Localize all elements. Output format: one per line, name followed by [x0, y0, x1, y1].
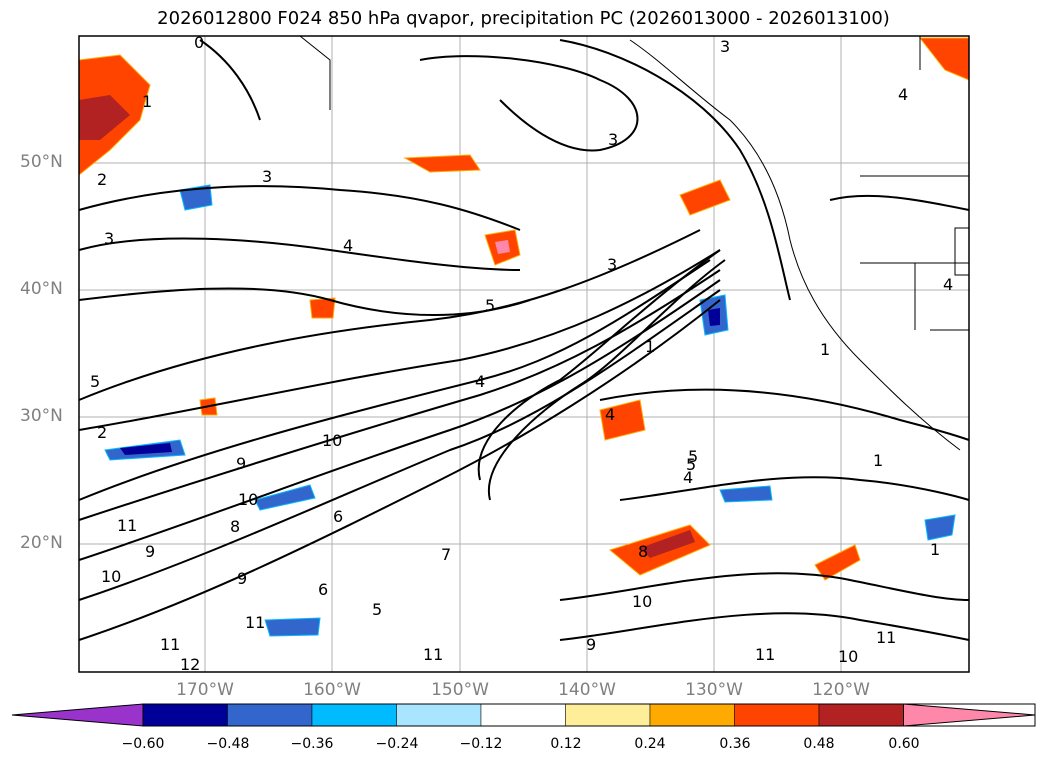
precip-neg-e — [264, 617, 321, 637]
contour-label: 11 — [876, 628, 896, 647]
contour-label: 5 — [688, 447, 698, 466]
contour-label: 10 — [632, 592, 652, 611]
precip-patch-e-core — [640, 530, 695, 558]
contour-label: 9 — [236, 454, 246, 473]
colorbar-tick: 0.60 — [888, 736, 920, 752]
lat-label-30n: 30°N — [20, 406, 63, 426]
lon-label-120w: 120°W — [812, 680, 870, 700]
colorbar-tick: −0.24 — [375, 736, 419, 752]
contour-label: 7 — [441, 545, 451, 564]
contour-label: 9 — [145, 542, 155, 561]
contour-label: 8 — [230, 517, 240, 536]
precip-patch-d — [599, 399, 646, 441]
contour-label: 11 — [160, 635, 180, 654]
contour-label: 2 — [97, 423, 107, 442]
colorbar-segment — [734, 703, 820, 727]
contour-label: 11 — [245, 613, 265, 632]
colorbar-outline — [142, 703, 1036, 727]
colorbar-tick: −0.60 — [121, 736, 165, 752]
lat-label-40n: 40°N — [20, 279, 63, 299]
lon-label-170w: 170°W — [176, 680, 234, 700]
lon-label-150w: 150°W — [431, 680, 489, 700]
contour-labels: 0 1 2 3 3 3 4 4 5 5 5 4 2 10 9 10 11 11 … — [90, 33, 953, 674]
contour-label: 10 — [101, 567, 121, 586]
contour-label: 10 — [838, 647, 858, 666]
contour-label: 6 — [333, 507, 343, 526]
contour-label: 5 — [90, 372, 100, 391]
contour-label: 2 — [97, 170, 107, 189]
lon-label-130w: 130°W — [685, 680, 743, 700]
contour-label: 11 — [117, 516, 137, 535]
contour-label: 3 — [262, 167, 272, 186]
contour-label: 3 — [720, 37, 730, 56]
colorbar-segment — [480, 703, 566, 727]
contour-label: 1 — [820, 340, 830, 359]
precip-neg-d — [179, 184, 213, 211]
colorbar-tick: 0.36 — [719, 736, 751, 752]
colorbar-segment — [227, 703, 313, 727]
contour-label: 6 — [318, 580, 328, 599]
contour-label: 11 — [755, 645, 775, 664]
contour-label: 5 — [372, 600, 382, 619]
colorbar-segment — [396, 703, 482, 727]
contour-label: 1 — [142, 92, 152, 111]
colorbar-segment — [565, 703, 651, 727]
contour-label: 10 — [322, 431, 342, 450]
contour-label: 9 — [586, 635, 596, 654]
contour-label: 8 — [638, 542, 648, 561]
colorbar-segments — [11, 703, 1036, 727]
gridlines — [79, 36, 969, 672]
colorbar-extend-low — [11, 703, 144, 727]
precip-neg-f — [924, 514, 956, 541]
colorbar-tick: −0.48 — [206, 736, 250, 752]
lon-label-140w: 140°W — [558, 680, 616, 700]
colorbar-tick: 0.12 — [550, 736, 582, 752]
contour-label: 4 — [943, 275, 953, 294]
map-border — [78, 35, 970, 673]
contour-label: 9 — [237, 569, 247, 588]
contour-label: 3 — [608, 130, 618, 149]
precip-patch-b-core — [495, 240, 510, 254]
contour-label: 4 — [475, 372, 485, 391]
colorbar-segment — [142, 703, 228, 727]
precip-patch-a — [403, 154, 481, 173]
lat-label-50n: 50°N — [20, 152, 63, 172]
contour-label: 1 — [930, 540, 940, 559]
colorbar-tick: 0.24 — [634, 736, 666, 752]
contour-label: 4 — [683, 468, 693, 487]
contour-label: 3 — [607, 255, 617, 274]
contour-label: 5 — [485, 296, 495, 315]
colorbar-tick: 0.48 — [803, 736, 835, 752]
colorbar-tick: −0.36 — [290, 736, 334, 752]
precip-neg-c-core — [708, 308, 720, 326]
precip-neg-g — [719, 485, 773, 503]
colorbar-segment — [818, 703, 904, 727]
colorbar-tick: −0.12 — [459, 736, 503, 752]
map-frame: 0 1 2 3 3 3 4 4 5 5 5 4 2 10 9 10 11 11 … — [78, 33, 970, 674]
contour-label: 1 — [645, 337, 655, 356]
page-title: 2026012800 F024 850 hPa qvapor, precipit… — [157, 8, 890, 29]
contour-label: 11 — [423, 645, 443, 664]
precip-neg-b — [254, 484, 316, 511]
contour-label: 4 — [605, 405, 615, 424]
contour-label: 10 — [238, 490, 258, 509]
contour-label: 0 — [194, 33, 204, 52]
colorbar-segment — [311, 703, 397, 727]
contour-label: 1 — [873, 451, 883, 470]
precip-fills — [78, 37, 970, 637]
contour-label: 12 — [180, 655, 200, 674]
colorbar-extend-high — [903, 703, 1036, 727]
precip-patch-nw-core — [79, 95, 130, 140]
precip-patch-c — [679, 179, 731, 216]
contour-label: 3 — [104, 229, 114, 248]
colorbar-segment — [649, 703, 735, 727]
qvapor-contours — [78, 39, 970, 641]
contour-label: 5 — [686, 455, 696, 474]
precip-neg-a-core — [120, 443, 172, 455]
lon-label-160w: 160°W — [303, 680, 361, 700]
contour-label: 4 — [343, 236, 353, 255]
contour-label: 4 — [898, 85, 908, 104]
lat-label-20n: 20°N — [20, 533, 63, 553]
